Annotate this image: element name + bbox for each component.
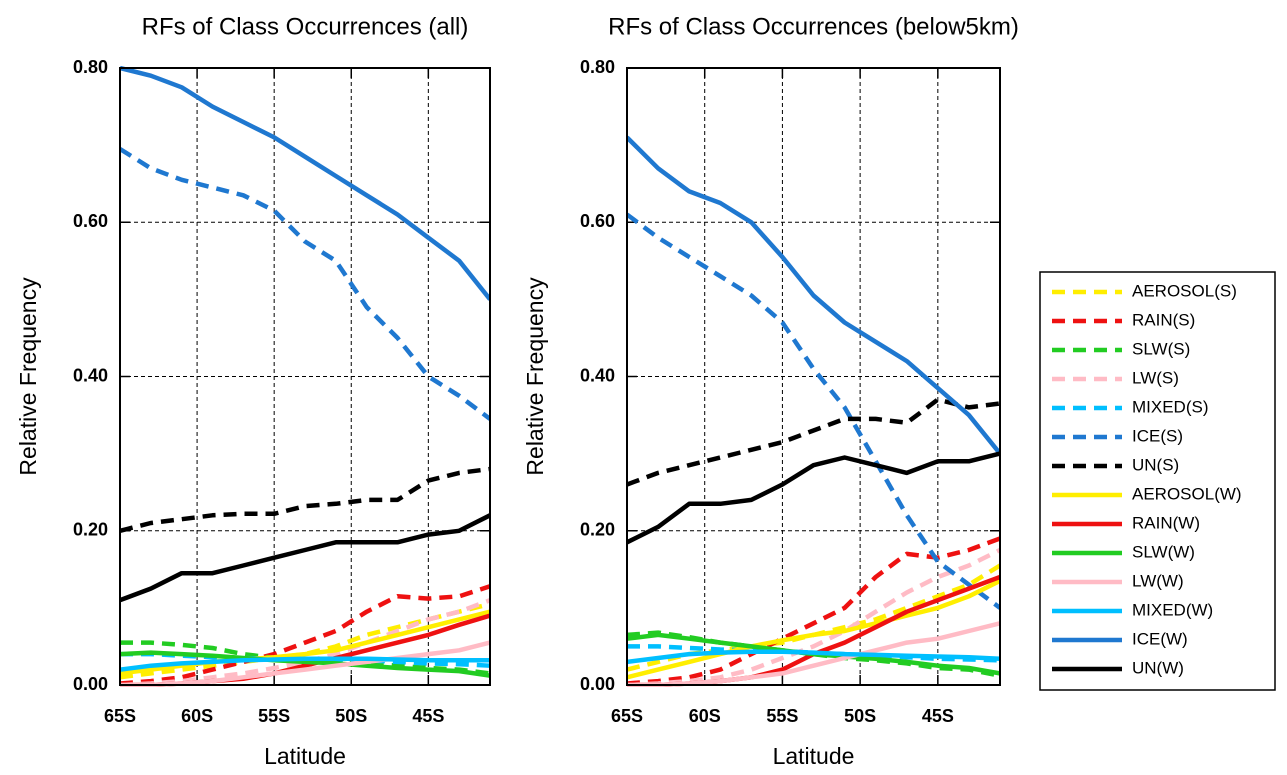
y-tick-label: 0.00 bbox=[580, 674, 615, 694]
y-tick-label: 0.20 bbox=[580, 520, 615, 540]
legend-label: AEROSOL(W) bbox=[1132, 484, 1242, 503]
series-line bbox=[120, 609, 490, 676]
x-tick-label: 45S bbox=[922, 706, 954, 726]
lines bbox=[627, 135, 1000, 687]
x-tick-label: 55S bbox=[258, 706, 290, 726]
y-axis-label: Relative Frequency bbox=[522, 277, 548, 476]
chart-title: RFs of Class Occurrences (all) bbox=[142, 13, 469, 40]
y-tick-label: 0.60 bbox=[73, 211, 108, 231]
series-line bbox=[120, 584, 490, 686]
series-line bbox=[120, 466, 490, 533]
legend-label: SLW(W) bbox=[1132, 542, 1195, 561]
legend-label: AEROSOL(S) bbox=[1132, 281, 1237, 300]
x-tick-label: 60S bbox=[181, 706, 213, 726]
y-tick-label: 0.60 bbox=[580, 211, 615, 231]
x-tick-label: 50S bbox=[335, 706, 367, 726]
series-line bbox=[120, 656, 490, 672]
legend-label: LW(S) bbox=[1132, 368, 1179, 387]
legend-label: ICE(W) bbox=[1132, 629, 1188, 648]
x-tick-label: 45S bbox=[412, 706, 444, 726]
y-tick-label: 0.80 bbox=[73, 57, 108, 77]
series-line bbox=[627, 621, 1000, 687]
legend-label: MIXED(S) bbox=[1132, 397, 1209, 416]
legend-label: UN(W) bbox=[1132, 658, 1184, 677]
series-line bbox=[627, 212, 1000, 610]
lines bbox=[120, 66, 490, 687]
series-line bbox=[627, 451, 1000, 545]
series-line bbox=[120, 598, 490, 687]
y-tick-label: 0.40 bbox=[580, 365, 615, 385]
series-line bbox=[627, 547, 1000, 687]
plot-frame bbox=[626, 67, 1001, 686]
y-tick-label: 0.20 bbox=[73, 520, 108, 540]
x-axis-label: Latitude bbox=[773, 743, 855, 769]
series-line bbox=[120, 640, 490, 687]
legend-label: RAIN(W) bbox=[1132, 513, 1200, 532]
legend-label: ICE(S) bbox=[1132, 426, 1183, 445]
x-tick-label: 65S bbox=[611, 706, 643, 726]
plot-frame bbox=[119, 67, 491, 686]
series-line bbox=[120, 650, 490, 678]
y-tick-label: 0.00 bbox=[73, 674, 108, 694]
y-tick-label: 0.40 bbox=[73, 365, 108, 385]
legend-box bbox=[1039, 271, 1276, 691]
legend-label: SLW(S) bbox=[1132, 339, 1190, 358]
x-tick-label: 50S bbox=[844, 706, 876, 726]
series-line bbox=[627, 397, 1000, 487]
x-tick-label: 65S bbox=[104, 706, 136, 726]
x-tick-label: 60S bbox=[689, 706, 721, 726]
series-line bbox=[627, 578, 1000, 680]
series-line bbox=[627, 649, 1000, 665]
legend-label: LW(W) bbox=[1132, 571, 1184, 590]
y-axis-label: Relative Frequency bbox=[15, 277, 41, 476]
legend-label: RAIN(S) bbox=[1132, 310, 1195, 329]
series-line bbox=[627, 135, 1000, 456]
series-line bbox=[120, 147, 490, 421]
legend-label: UN(S) bbox=[1132, 455, 1179, 474]
y-tick-label: 0.80 bbox=[580, 57, 615, 77]
series-line bbox=[120, 66, 490, 301]
x-tick-label: 55S bbox=[766, 706, 798, 726]
series-line bbox=[120, 513, 490, 603]
x-axis-label: Latitude bbox=[264, 743, 346, 769]
chart-title: RFs of Class Occurrences (below5km) bbox=[608, 13, 1019, 40]
legend-label: MIXED(W) bbox=[1132, 600, 1213, 619]
